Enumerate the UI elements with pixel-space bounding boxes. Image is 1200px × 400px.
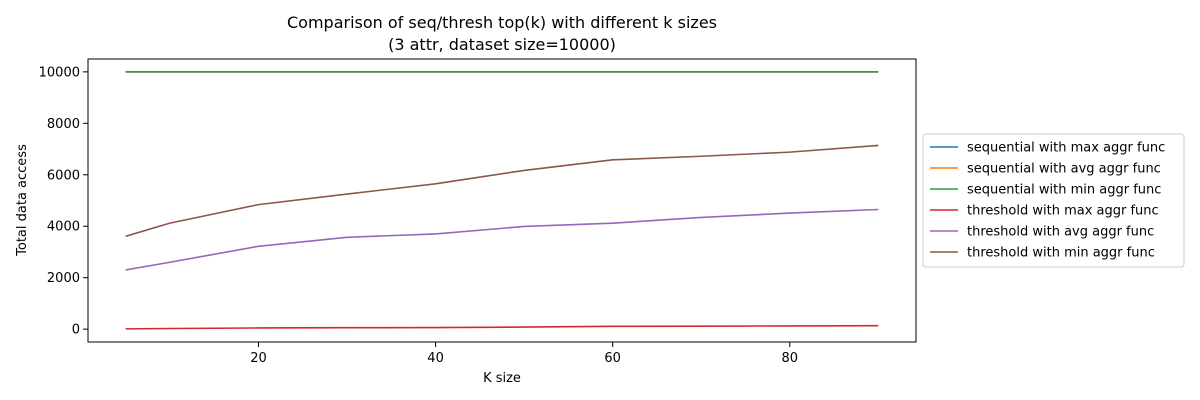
- legend-label: threshold with avg aggr func: [967, 225, 1154, 240]
- y-tick-label: 8000: [47, 117, 80, 132]
- x-tick-label: 20: [250, 351, 267, 366]
- plot-area: 20 40 60 80 0 2000 4000 6000 8000 10000: [39, 65, 879, 366]
- x-tick-label: 40: [427, 351, 444, 366]
- legend-label: sequential with avg aggr func: [967, 162, 1161, 177]
- y-tick-label: 10000: [39, 65, 80, 80]
- legend-label: sequential with max aggr func: [967, 141, 1165, 156]
- y-tick-label: 6000: [47, 168, 80, 183]
- legend-box: [922, 133, 1185, 268]
- chart-title-line-2: (3 attr, dataset size=10000): [388, 35, 616, 54]
- y-axis-label: Total data access: [15, 144, 30, 257]
- x-axis-label: K size: [483, 371, 521, 386]
- y-tick-label: 4000: [47, 220, 80, 235]
- series-line-5: [125, 144, 879, 238]
- legend-label: threshold with min aggr func: [967, 246, 1155, 261]
- chart-title-line-1: Comparison of seq/thresh top(k) with dif…: [287, 13, 717, 32]
- x-tick-label: 60: [604, 351, 621, 366]
- legend-label: sequential with min aggr func: [967, 183, 1161, 198]
- legend: sequential with max aggr func sequential …: [922, 133, 1185, 268]
- y-tick-label: 0: [72, 323, 80, 338]
- y-tick-label: 2000: [47, 271, 80, 286]
- series-line-4: [125, 208, 879, 271]
- x-tick-label: 80: [782, 351, 799, 366]
- plot-frame: [87, 58, 917, 343]
- legend-label: threshold with max aggr func: [967, 204, 1159, 219]
- series-line-3: [125, 324, 879, 330]
